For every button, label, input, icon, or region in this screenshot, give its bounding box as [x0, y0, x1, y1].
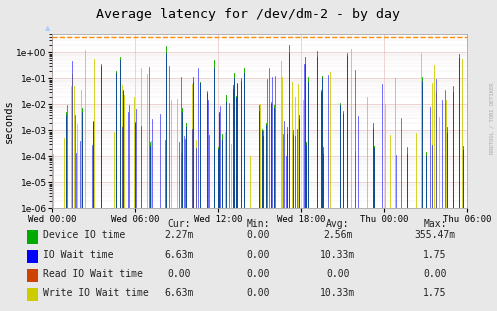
Text: 10.33m: 10.33m [321, 250, 355, 260]
Text: 0.00: 0.00 [247, 230, 270, 240]
Text: Device IO time: Device IO time [43, 230, 125, 240]
Text: 0.00: 0.00 [326, 269, 350, 279]
Text: 0.00: 0.00 [247, 250, 270, 260]
Y-axis label: seconds: seconds [3, 100, 13, 143]
Text: 0.00: 0.00 [423, 269, 447, 279]
Text: 10.33m: 10.33m [321, 288, 355, 298]
Text: 6.63m: 6.63m [164, 250, 194, 260]
Text: Average latency for /dev/dm-2 - by day: Average latency for /dev/dm-2 - by day [96, 8, 401, 21]
Text: 1.75: 1.75 [423, 250, 447, 260]
Text: ▲: ▲ [45, 25, 50, 31]
Text: 355.47m: 355.47m [414, 230, 455, 240]
Text: 1.75: 1.75 [423, 288, 447, 298]
Text: RRDTOOL / TOBI OETIKER: RRDTOOL / TOBI OETIKER [490, 82, 495, 154]
Text: IO Wait time: IO Wait time [43, 250, 114, 260]
Text: 2.56m: 2.56m [323, 230, 353, 240]
Text: 0.00: 0.00 [247, 269, 270, 279]
Text: 2.27m: 2.27m [164, 230, 194, 240]
Text: Write IO Wait time: Write IO Wait time [43, 288, 149, 298]
Text: 6.63m: 6.63m [164, 288, 194, 298]
Text: 0.00: 0.00 [167, 269, 191, 279]
Text: Read IO Wait time: Read IO Wait time [43, 269, 143, 279]
Text: Max:: Max: [423, 219, 447, 229]
Text: Min:: Min: [247, 219, 270, 229]
Text: Avg:: Avg: [326, 219, 350, 229]
Text: 0.00: 0.00 [247, 288, 270, 298]
Text: Cur:: Cur: [167, 219, 191, 229]
